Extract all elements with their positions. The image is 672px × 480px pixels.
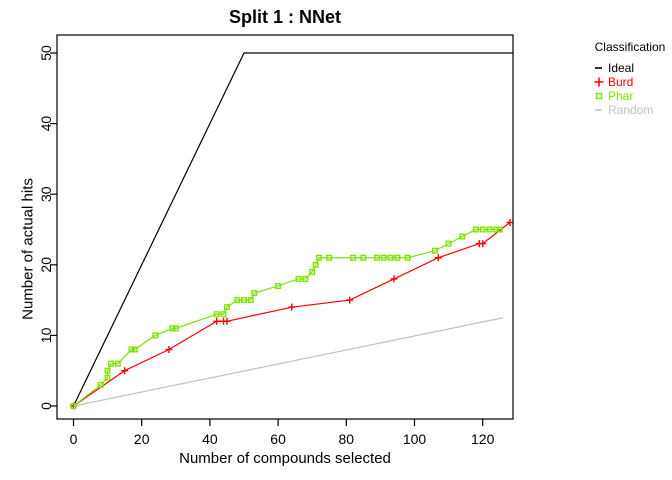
plus-marker-icon <box>165 346 173 354</box>
square-marker-icon <box>373 254 380 261</box>
square-marker-icon <box>302 275 309 282</box>
plus-marker-icon <box>479 240 487 248</box>
plus-marker-icon <box>346 296 354 304</box>
y-tick-label: 50 <box>38 45 54 61</box>
y-tick-label: 30 <box>38 186 54 202</box>
x-tick-label: 100 <box>403 431 427 447</box>
square-marker-icon <box>240 297 247 304</box>
square-marker-icon <box>404 254 411 261</box>
square-marker-icon <box>394 254 401 261</box>
square-marker-icon <box>97 381 104 388</box>
square-marker-icon <box>360 254 367 261</box>
square-icon <box>590 89 608 103</box>
plus-glyph <box>594 77 604 87</box>
legend-label: Burd <box>608 75 634 89</box>
x-tick-label: 120 <box>471 431 495 447</box>
square-marker-icon <box>275 282 282 289</box>
square-marker-icon <box>251 290 258 297</box>
square-marker-icon <box>309 268 316 275</box>
square-marker-icon <box>152 332 159 339</box>
square-marker-icon <box>128 346 135 353</box>
square-marker-icon <box>108 360 115 367</box>
square-marker-icon <box>431 247 438 254</box>
x-axis-label: Number of compounds selected <box>179 450 391 467</box>
square-marker-icon <box>486 226 493 233</box>
square-marker-icon <box>213 311 220 318</box>
square-marker-icon <box>445 240 452 247</box>
x-tick-label: 80 <box>339 431 355 447</box>
plus-marker-icon <box>434 254 442 262</box>
square-marker-icon <box>496 226 503 233</box>
y-tick-label: 0 <box>38 402 54 410</box>
series-markers-burd <box>70 218 514 410</box>
legend: Classification Ideal Burd Phar Random <box>590 40 670 117</box>
square-marker-icon <box>493 226 500 233</box>
square-marker-icon <box>479 226 486 233</box>
series-line-ideal <box>72 52 514 407</box>
square-marker-icon <box>104 367 111 374</box>
legend-label: Random <box>608 103 654 117</box>
square-marker-icon <box>459 233 466 240</box>
square-marker-icon <box>169 325 176 332</box>
y-axis-label: Number of actual hits <box>19 178 36 320</box>
plus-marker-icon <box>506 218 514 226</box>
x-tick-label: 20 <box>134 431 150 447</box>
square-marker-icon <box>326 254 333 261</box>
square-marker-icon <box>131 346 138 353</box>
y-axis: 0 10 20 30 40 50 <box>38 45 57 410</box>
dash-icon <box>590 103 608 117</box>
square-marker-icon <box>247 297 254 304</box>
series-line-burd <box>73 221 511 407</box>
plus-marker-icon <box>213 317 221 325</box>
square-marker-icon <box>312 261 319 268</box>
square-marker-icon <box>234 297 241 304</box>
x-tick-label: 40 <box>202 431 218 447</box>
legend-item-random: Random <box>590 103 670 117</box>
legend-label: Phar <box>608 89 634 103</box>
series-line-random <box>73 317 504 407</box>
legend-item-burd: Burd <box>590 75 670 89</box>
series-markers-phar <box>70 226 503 410</box>
plus-icon <box>590 75 608 89</box>
legend-item-ideal: Ideal <box>590 61 670 75</box>
series-layer <box>70 52 514 410</box>
legend-label: Ideal <box>608 61 635 75</box>
y-tick-label: 10 <box>38 327 54 343</box>
x-tick-label: 0 <box>70 431 78 447</box>
plus-marker-icon <box>288 303 296 311</box>
square-marker-icon <box>387 254 394 261</box>
square-marker-icon <box>472 226 479 233</box>
square-marker-icon <box>223 304 230 311</box>
series-line-phar <box>73 228 500 407</box>
square-marker-icon <box>350 254 357 261</box>
square-glyph <box>595 92 603 100</box>
square-marker-icon <box>295 275 302 282</box>
x-axis: 0 20 40 60 80 100 120 <box>70 419 495 447</box>
plus-marker-icon <box>223 317 231 325</box>
square-marker-icon <box>114 360 121 367</box>
chart-title: Split 1 : NNet <box>229 7 341 27</box>
square-marker-icon <box>316 254 323 261</box>
legend-title: Classification <box>594 40 666 54</box>
plot-border <box>56 34 514 420</box>
y-tick-label: 20 <box>38 257 54 273</box>
square-marker-icon <box>220 311 227 318</box>
plus-marker-icon <box>121 367 129 375</box>
legend-item-phar: Phar <box>590 89 670 103</box>
legend-rows: Ideal Burd Phar Random <box>590 61 670 117</box>
y-tick-label: 40 <box>38 116 54 132</box>
plus-marker-icon <box>390 275 398 283</box>
x-tick-label: 60 <box>270 431 286 447</box>
dash-icon <box>590 61 608 75</box>
square-marker-icon <box>104 374 111 381</box>
square-marker-icon <box>380 254 387 261</box>
square-marker-icon <box>172 325 179 332</box>
